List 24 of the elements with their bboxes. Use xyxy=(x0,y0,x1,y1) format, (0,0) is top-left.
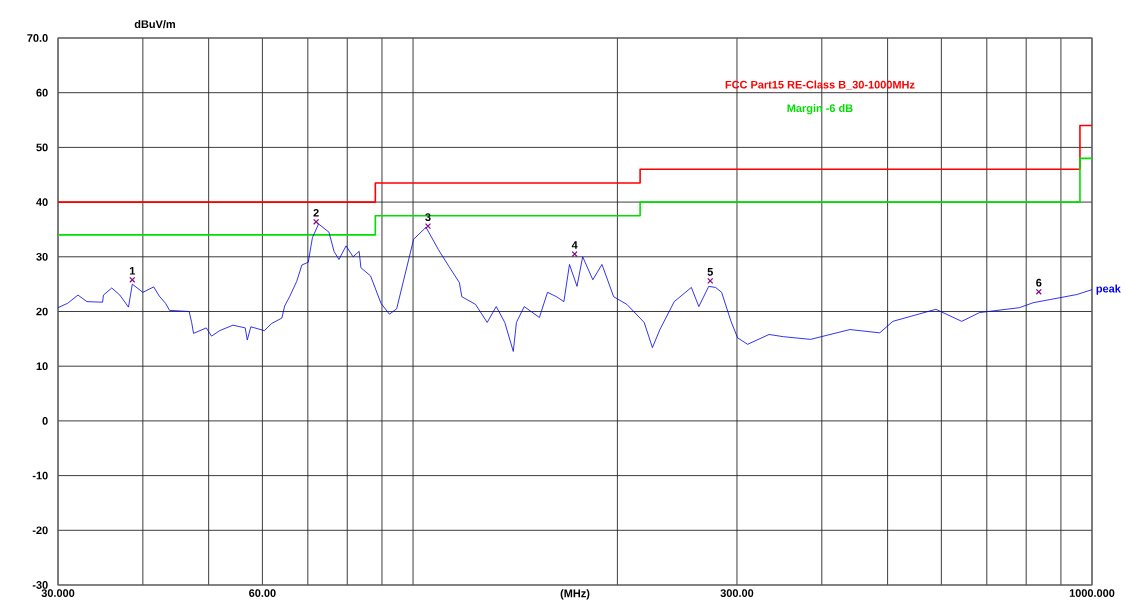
annotation: 1 xyxy=(129,267,136,275)
x-tick-label: 1000.000 xyxy=(1069,589,1115,597)
y-tick-label: 40 xyxy=(36,198,48,206)
x-tick-label: 30.000 xyxy=(41,589,75,597)
y-tick-label: -30 xyxy=(32,581,48,589)
annotation: 5 xyxy=(707,268,713,276)
x-axis-title: (MHz) xyxy=(560,589,590,600)
y-axis-title: dBuV/m xyxy=(134,19,175,29)
y-tick-label: 70.0 xyxy=(27,34,48,42)
y-tick-label: -10 xyxy=(32,471,48,480)
y-tick-label: -20 xyxy=(32,526,48,535)
y-tick-label: 60 xyxy=(36,88,48,97)
y-tick-label: 20 xyxy=(36,307,48,316)
y-tick-label: 30 xyxy=(36,252,48,261)
annotation: 6 xyxy=(1036,278,1042,287)
annotation: 2 xyxy=(313,208,319,217)
text: Margin -6 dB xyxy=(787,104,853,115)
x-tick-label: 60.00 xyxy=(249,589,276,597)
series-label: peak xyxy=(1096,284,1121,295)
y-tick-label: 0 xyxy=(42,417,48,425)
x-tick-label: 300.00 xyxy=(720,589,754,597)
y-tick-label: 10 xyxy=(36,362,48,371)
annotation: 4 xyxy=(571,241,578,249)
y-tick-label: 50 xyxy=(36,143,48,152)
